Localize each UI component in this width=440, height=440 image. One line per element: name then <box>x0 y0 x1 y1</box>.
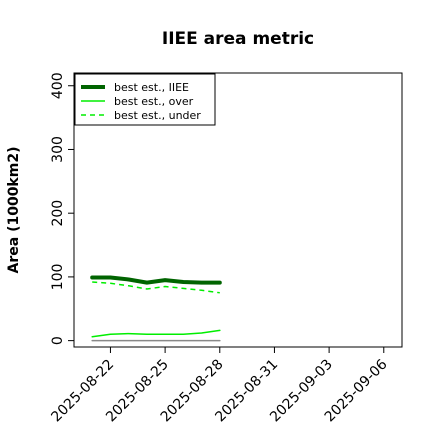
series-line <box>91 329 221 338</box>
y-axis: 0 100 200 300 400 <box>50 72 74 345</box>
y-tick-label: 400 <box>50 72 66 99</box>
legend-label: best est., under <box>114 109 201 122</box>
legend-box <box>74 73 216 126</box>
y-axis-label: Area (1000km2) <box>6 147 22 274</box>
series-line <box>92 281 220 294</box>
chart-title: IIEE area metric <box>162 29 314 49</box>
legend-label: best est., IIEE <box>114 81 189 94</box>
y-tick-label: 300 <box>50 136 66 163</box>
series-line <box>90 275 222 285</box>
x-axis: 2025-08-222025-08-252025-08-282025-08-31… <box>48 347 391 425</box>
series-lines <box>90 275 222 342</box>
plot-frame <box>73 72 403 348</box>
y-tick-label: 200 <box>50 200 66 227</box>
y-tick-label: 0 <box>50 336 66 345</box>
legend-label: best est., over <box>114 95 194 108</box>
y-tick-label: 100 <box>50 264 66 291</box>
